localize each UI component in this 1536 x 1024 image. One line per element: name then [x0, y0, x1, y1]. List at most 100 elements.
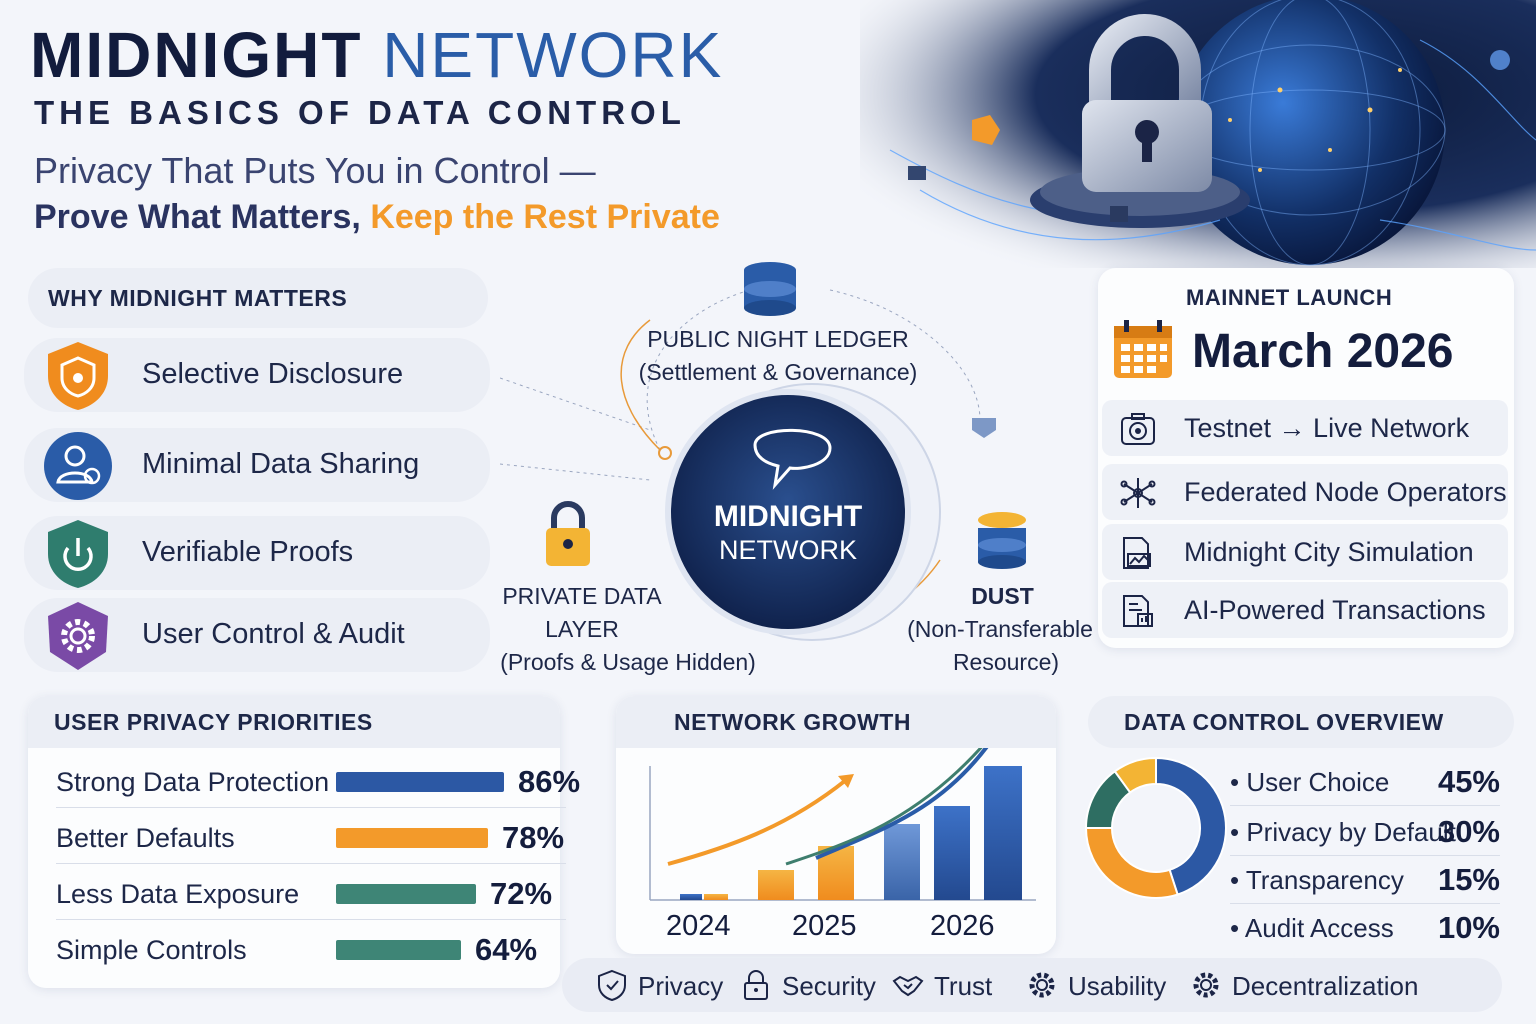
mainnet-item: AI-Powered Transactions	[1102, 582, 1508, 638]
mainnet-item: Midnight City Simulation	[1102, 524, 1508, 580]
footer-item-label: Privacy	[638, 971, 724, 1001]
footer-item-label: Usability	[1068, 971, 1167, 1001]
overview-percent: 15%	[1437, 862, 1500, 897]
priorities-heading: USER PRIVACY PRIORITIES	[54, 709, 373, 735]
why-heading: WHY MIDNIGHT MATTERS	[48, 285, 348, 311]
overview-label-text: User Choice	[1246, 767, 1390, 797]
growth-year-label: 2025	[792, 910, 857, 942]
donut-slice	[1084, 827, 1179, 899]
priority-label: Less Data Exposure	[56, 879, 300, 909]
priorities-header: USER PRIVACY PRIORITIES	[28, 696, 560, 748]
core-label-line1: MIDNIGHT	[713, 500, 863, 533]
footer-item-label: Decentralization	[1232, 971, 1419, 1001]
overview-donut-chart	[1084, 756, 1227, 899]
data-control-overview: DATA CONTROL OVERVIEW • User Choice 45% • …	[1082, 696, 1514, 958]
padlock-shackle	[1089, 14, 1201, 110]
why-item-label: Minimal Data Sharing	[142, 448, 420, 480]
why-item-user-control-audit: User Control & Audit	[24, 598, 490, 672]
ledger-title: PUBLIC NIGHT LEDGER	[647, 326, 909, 352]
dust-title: DUST	[971, 583, 1034, 609]
private-layer-subtitle: (Proofs & Usage Hidden)	[500, 649, 756, 675]
overview-label: • User Choice	[1230, 767, 1389, 798]
growth-trend-orange	[667, 778, 848, 866]
why-item-selective-disclosure: Selective Disclosure	[24, 338, 490, 412]
node-icon	[972, 418, 996, 438]
gear-icon	[1193, 972, 1219, 998]
growth-bar	[758, 870, 794, 900]
gear-icon	[1029, 972, 1055, 998]
dust-subtitle-line1: (Non-Transferable	[907, 616, 1093, 642]
tagline-orange-part: Keep the Rest Private	[370, 198, 720, 236]
overview-label-text: Transparency	[1245, 865, 1404, 895]
camera-icon	[1121, 413, 1155, 445]
dust-subtitle-line2: Resource)	[952, 649, 1060, 675]
mainnet-item-label: Midnight City Simulation	[1184, 537, 1474, 567]
key-icon	[972, 115, 1000, 145]
mainnet-item-label: Testnet → Live Network	[1184, 413, 1470, 443]
growth-bar	[704, 894, 728, 900]
tagline: Privacy That Puts You in Control —	[34, 150, 596, 191]
growth-trend-green	[785, 748, 983, 866]
donut-slice	[1155, 756, 1227, 896]
lock-icon	[744, 970, 768, 1000]
page-title: MIDNIGHT NETWORK	[30, 18, 723, 92]
overview-label-text: Privacy by Default	[1246, 817, 1456, 847]
priority-bar	[336, 772, 504, 792]
donut-slice	[1113, 756, 1157, 794]
tagline-bold-part: Prove What Matters,	[34, 198, 361, 236]
priority-bar	[336, 828, 488, 848]
overview-heading: DATA CONTROL OVERVIEW	[1124, 709, 1444, 735]
priority-label: Simple Controls	[56, 935, 247, 965]
mainnet-heading: MAINNET LAUNCH	[1186, 285, 1393, 310]
overview-header: DATA CONTROL OVERVIEW	[1088, 696, 1514, 748]
overview-percent: 30%	[1437, 814, 1500, 849]
growth-heading: NETWORK GROWTH	[674, 709, 911, 735]
why-item-verifiable-proofs: Verifiable Proofs	[24, 516, 490, 590]
mainnet-date: March 2026	[1192, 325, 1454, 378]
user-icon	[44, 432, 112, 500]
priority-row: Strong Data Protection 86%	[56, 754, 580, 808]
core-circle	[665, 389, 911, 635]
priority-row: Simple Controls 64%	[56, 922, 566, 976]
bullet-icon: •	[1230, 865, 1246, 895]
footer-item-label: Security	[782, 971, 876, 1001]
growth-header: NETWORK GROWTH	[616, 696, 1056, 748]
growth-bar	[934, 806, 970, 900]
priority-row: Less Data Exposure 72%	[56, 866, 566, 920]
mainnet-card: MAINNET LAUNCH March 2026 Testnet → Live…	[1098, 268, 1514, 648]
bullet-icon: •	[1230, 767, 1247, 797]
bullet-icon: •	[1230, 913, 1245, 943]
mainnet-item: Federated Node Operators	[1102, 464, 1508, 520]
diagram-graphics	[500, 262, 1026, 641]
overview-label: • Privacy by Default	[1230, 817, 1456, 848]
overview-percent: 45%	[1437, 764, 1500, 799]
footer-item-label: Trust	[934, 971, 993, 1001]
overview-label: • Transparency	[1230, 865, 1404, 896]
overview-row: • User Choice 45%	[1230, 758, 1500, 806]
growth-bar	[680, 894, 702, 900]
overview-row: • Audit Access 10%	[1230, 904, 1500, 952]
overview-percent: 10%	[1437, 910, 1500, 945]
overview-label: • Audit Access	[1230, 913, 1394, 944]
title-accent: NETWORK	[382, 19, 724, 91]
ledger-subtitle: (Settlement & Governance)	[638, 359, 918, 385]
page-subtitle: THE BASICS OF DATA CONTROL	[34, 94, 686, 131]
why-item-label: Verifiable Proofs	[142, 536, 354, 568]
privacy-priorities-card: USER PRIVACY PRIORITIES Strong Data Prot…	[28, 696, 580, 988]
title-main: MIDNIGHT	[30, 19, 363, 91]
shield-icon	[598, 969, 626, 1001]
globe	[1175, 0, 1445, 265]
coin-stack-icon	[978, 512, 1026, 569]
priority-label: Better Defaults	[56, 823, 235, 853]
tagline-bold: Prove What Matters, Keep the Rest Privat…	[34, 198, 720, 237]
hero-lock-globe-image	[860, 0, 1536, 268]
priority-percent: 78%	[502, 820, 565, 855]
calendar-icon	[1114, 320, 1172, 378]
city-simulation-icon	[1123, 537, 1151, 569]
overview-row: • Transparency 15%	[1230, 856, 1500, 904]
why-section-header: WHY MIDNIGHT MATTERS	[28, 268, 488, 328]
growth-year-label: 2024	[666, 910, 731, 942]
priority-label: Strong Data Protection	[56, 767, 330, 797]
priority-bar	[336, 884, 476, 904]
growth-year-label: 2026	[930, 910, 995, 942]
